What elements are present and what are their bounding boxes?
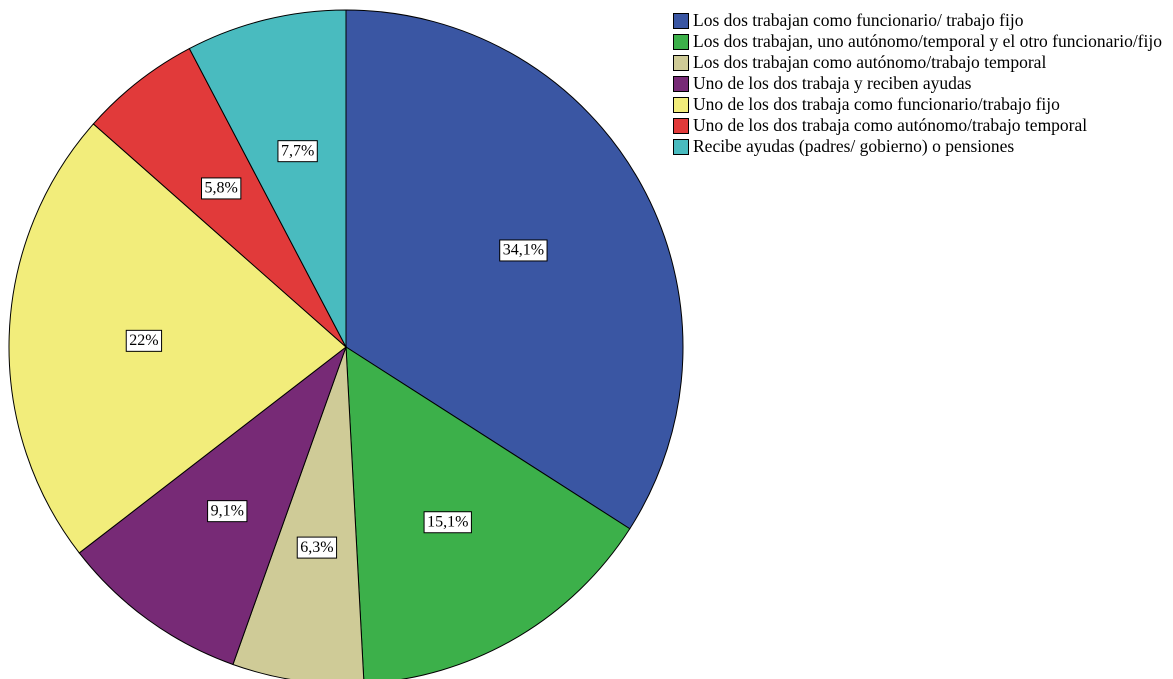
- label-text: 15,1%: [427, 513, 468, 530]
- legend-label: Recibe ayudas (padres/ gobierno) o pensi…: [693, 136, 1015, 156]
- pie-slice: [8, 123, 347, 554]
- data-label: 7,7%: [277, 140, 318, 163]
- legend-swatch: [673, 55, 689, 71]
- legend-label: Los dos trabajan como funcionario/ traba…: [693, 10, 1024, 30]
- legend-swatch: [673, 76, 689, 92]
- pie-slice: [188, 9, 347, 348]
- legend-label: Uno de los dos trabaja y reciben ayudas: [693, 73, 972, 93]
- legend-label: Uno de los dos trabaja como funcionario/…: [693, 94, 1060, 114]
- legend-label: Los dos trabajan, uno autónomo/temporal …: [693, 31, 1162, 51]
- legend-item: Los dos trabajan como funcionario/ traba…: [673, 10, 1168, 30]
- label-box: [201, 177, 242, 200]
- legend-item: Los dos trabajan como autónomo/trabajo t…: [673, 52, 1168, 72]
- label-text: 22%: [129, 332, 158, 349]
- legend-item: Los dos trabajan, uno autónomo/temporal …: [673, 31, 1168, 51]
- legend-label: Los dos trabajan como autónomo/trabajo t…: [693, 52, 1047, 72]
- label-box: [423, 511, 472, 534]
- pie-slice: [345, 346, 631, 679]
- label-box: [277, 140, 318, 163]
- label-box: [296, 536, 338, 559]
- data-label: 6,3%: [296, 536, 338, 559]
- legend-swatch: [673, 97, 689, 113]
- label-text: 6,3%: [300, 539, 333, 556]
- legend-label: Uno de los dos trabaja como autónomo/tra…: [693, 115, 1088, 135]
- data-label: 22%: [125, 329, 163, 352]
- legend-item: Uno de los dos trabaja y reciben ayudas: [673, 73, 1168, 93]
- label-text: 34,1%: [503, 242, 544, 259]
- data-label: 5,8%: [201, 177, 242, 200]
- legend-swatch: [673, 139, 689, 155]
- legend-item: Recibe ayudas (padres/ gobierno) o pensi…: [673, 136, 1168, 156]
- legend-item: Uno de los dos trabaja como funcionario/…: [673, 94, 1168, 114]
- pie-slice: [345, 9, 684, 530]
- data-label: 34,1%: [499, 239, 548, 262]
- legend-item: Uno de los dos trabaja como autónomo/tra…: [673, 115, 1168, 135]
- label-text: 7,7%: [281, 142, 314, 159]
- label-text: 9,1%: [211, 502, 244, 519]
- legend-swatch: [673, 13, 689, 29]
- legend: Los dos trabajan como funcionario/ traba…: [673, 10, 1168, 159]
- label-box: [207, 500, 248, 523]
- data-label: 15,1%: [423, 511, 472, 534]
- label-box: [499, 239, 548, 262]
- legend-swatch: [673, 34, 689, 50]
- data-label: 9,1%: [207, 500, 248, 523]
- label-text: 5,8%: [205, 180, 238, 197]
- label-box: [125, 329, 163, 352]
- pie-slice: [232, 346, 365, 679]
- legend-swatch: [673, 118, 689, 134]
